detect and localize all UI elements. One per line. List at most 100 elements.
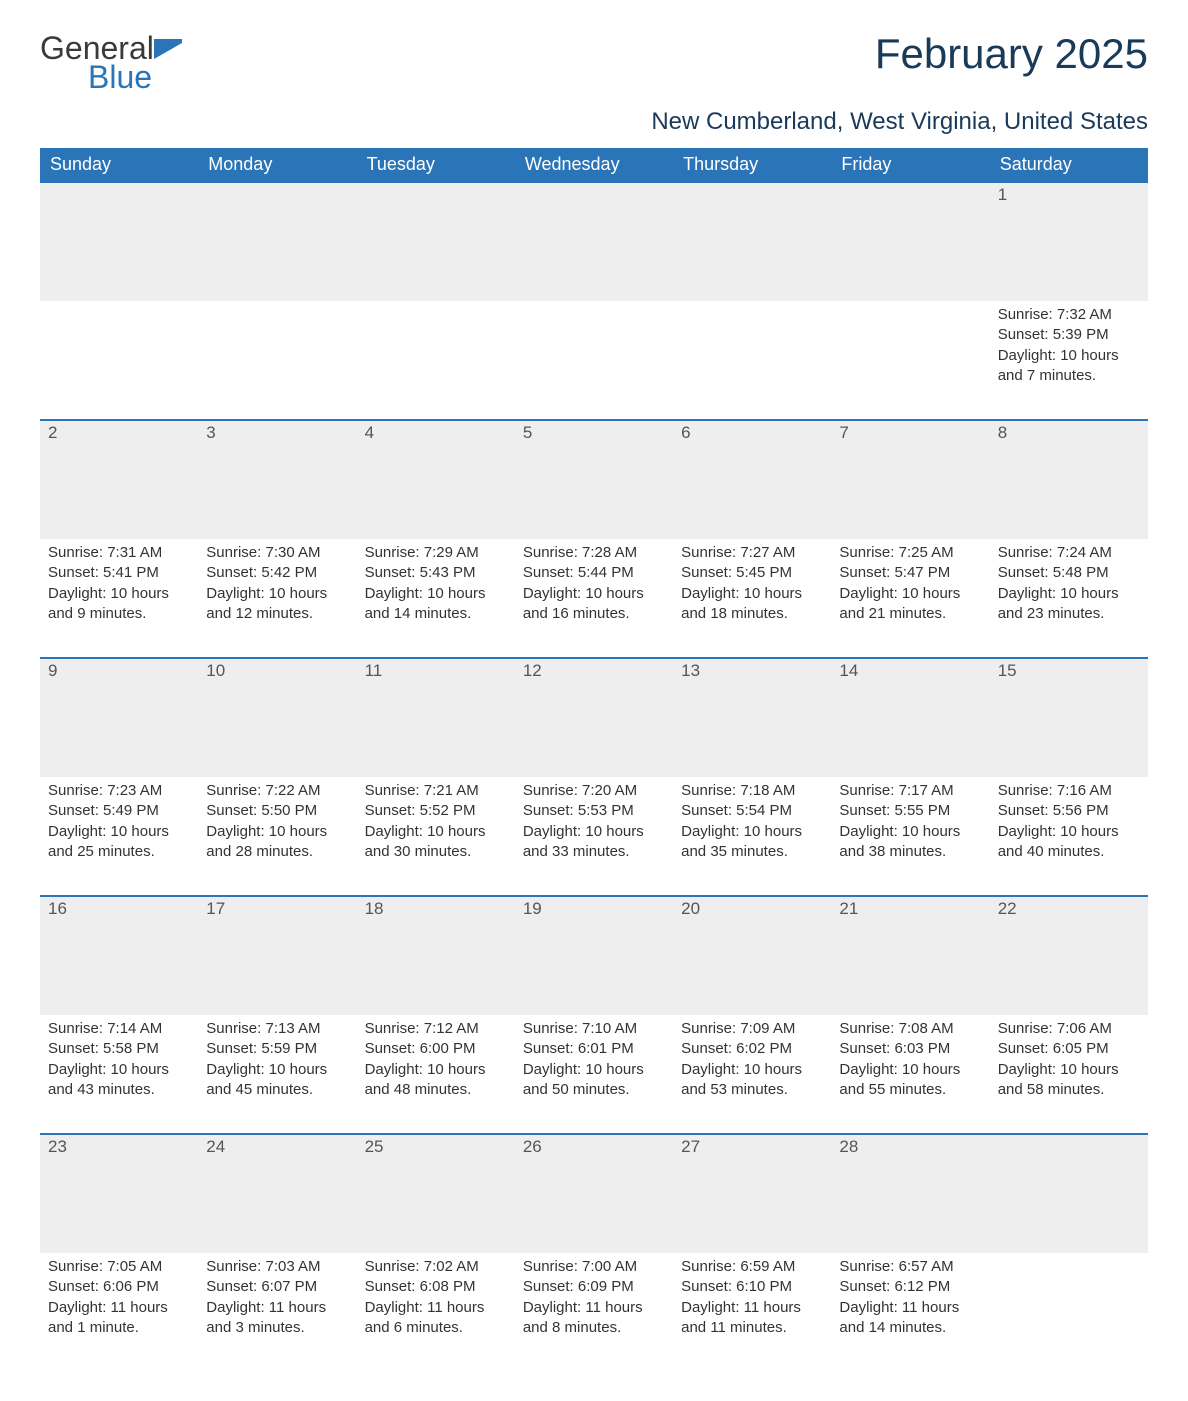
day-number-cell: 22: [990, 896, 1148, 1015]
day-number-cell: 11: [357, 658, 515, 777]
day-number: 7: [831, 421, 989, 445]
day-content: Sunrise: 7:23 AMSunset: 5:49 PMDaylight:…: [40, 777, 198, 874]
weekday-header-row: SundayMondayTuesdayWednesdayThursdayFrid…: [40, 148, 1148, 182]
day-content: Sunrise: 7:30 AMSunset: 5:42 PMDaylight:…: [198, 539, 356, 636]
sunrise-line: Sunrise: 7:00 AM: [523, 1257, 665, 1277]
week-daynum-row: 232425262728: [40, 1134, 1148, 1253]
sunset-line: Sunset: 5:39 PM: [998, 325, 1140, 345]
day-cell: Sunrise: 7:00 AMSunset: 6:09 PMDaylight:…: [515, 1253, 673, 1371]
day-cell: Sunrise: 7:09 AMSunset: 6:02 PMDaylight:…: [673, 1015, 831, 1134]
day-content: Sunrise: 7:20 AMSunset: 5:53 PMDaylight:…: [515, 777, 673, 874]
day-content: Sunrise: 7:03 AMSunset: 6:07 PMDaylight:…: [198, 1253, 356, 1350]
day-cell: Sunrise: 7:31 AMSunset: 5:41 PMDaylight:…: [40, 539, 198, 658]
week-content-row: Sunrise: 7:05 AMSunset: 6:06 PMDaylight:…: [40, 1253, 1148, 1371]
day-number: 10: [198, 659, 356, 683]
day-number-cell: [515, 182, 673, 301]
day-number-cell: 4: [357, 420, 515, 539]
daylight-line: Daylight: 10 hours and 12 minutes.: [206, 584, 348, 625]
day-number-cell: 7: [831, 420, 989, 539]
day-number: [40, 183, 198, 207]
day-number: 2: [40, 421, 198, 445]
day-cell: Sunrise: 7:13 AMSunset: 5:59 PMDaylight:…: [198, 1015, 356, 1134]
sunrise-line: Sunrise: 7:16 AM: [998, 781, 1140, 801]
day-content: Sunrise: 7:28 AMSunset: 5:44 PMDaylight:…: [515, 539, 673, 636]
sunset-line: Sunset: 6:00 PM: [365, 1039, 507, 1059]
day-number-cell: 15: [990, 658, 1148, 777]
day-cell: [990, 1253, 1148, 1371]
day-number: 6: [673, 421, 831, 445]
sunrise-line: Sunrise: 7:13 AM: [206, 1019, 348, 1039]
day-number-cell: 23: [40, 1134, 198, 1253]
day-number: 21: [831, 897, 989, 921]
day-cell: Sunrise: 7:29 AMSunset: 5:43 PMDaylight:…: [357, 539, 515, 658]
day-content: Sunrise: 7:02 AMSunset: 6:08 PMDaylight:…: [357, 1253, 515, 1350]
daylight-line: Daylight: 10 hours and 40 minutes.: [998, 822, 1140, 863]
day-cell: Sunrise: 7:21 AMSunset: 5:52 PMDaylight:…: [357, 777, 515, 896]
day-number: 28: [831, 1135, 989, 1159]
day-number: 17: [198, 897, 356, 921]
day-number: 16: [40, 897, 198, 921]
daylight-line: Daylight: 11 hours and 6 minutes.: [365, 1298, 507, 1339]
sunset-line: Sunset: 5:50 PM: [206, 801, 348, 821]
daylight-line: Daylight: 10 hours and 28 minutes.: [206, 822, 348, 863]
sunrise-line: Sunrise: 7:23 AM: [48, 781, 190, 801]
daylight-line: Daylight: 10 hours and 30 minutes.: [365, 822, 507, 863]
day-content: Sunrise: 7:17 AMSunset: 5:55 PMDaylight:…: [831, 777, 989, 874]
day-content: Sunrise: 7:08 AMSunset: 6:03 PMDaylight:…: [831, 1015, 989, 1112]
day-cell: Sunrise: 7:28 AMSunset: 5:44 PMDaylight:…: [515, 539, 673, 658]
day-number: 22: [990, 897, 1148, 921]
weekday-header: Thursday: [673, 148, 831, 182]
sunrise-line: Sunrise: 7:03 AM: [206, 1257, 348, 1277]
sunset-line: Sunset: 5:43 PM: [365, 563, 507, 583]
day-content: Sunrise: 7:06 AMSunset: 6:05 PMDaylight:…: [990, 1015, 1148, 1112]
day-number: 27: [673, 1135, 831, 1159]
daylight-line: Daylight: 10 hours and 43 minutes.: [48, 1060, 190, 1101]
day-number-cell: 3: [198, 420, 356, 539]
sunset-line: Sunset: 6:01 PM: [523, 1039, 665, 1059]
day-number-cell: [40, 182, 198, 301]
sunrise-line: Sunrise: 7:24 AM: [998, 543, 1140, 563]
day-content: Sunrise: 7:05 AMSunset: 6:06 PMDaylight:…: [40, 1253, 198, 1350]
sunset-line: Sunset: 6:08 PM: [365, 1277, 507, 1297]
day-cell: Sunrise: 7:25 AMSunset: 5:47 PMDaylight:…: [831, 539, 989, 658]
day-number: [357, 183, 515, 207]
day-number: 9: [40, 659, 198, 683]
day-number: 12: [515, 659, 673, 683]
day-number: [198, 183, 356, 207]
sunrise-line: Sunrise: 7:27 AM: [681, 543, 823, 563]
daylight-line: Daylight: 10 hours and 45 minutes.: [206, 1060, 348, 1101]
daylight-line: Daylight: 10 hours and 58 minutes.: [998, 1060, 1140, 1101]
sunset-line: Sunset: 6:10 PM: [681, 1277, 823, 1297]
day-number: 1: [990, 183, 1148, 207]
sunset-line: Sunset: 5:47 PM: [839, 563, 981, 583]
sunrise-line: Sunrise: 7:32 AM: [998, 305, 1140, 325]
week-daynum-row: 16171819202122: [40, 896, 1148, 1015]
day-content: Sunrise: 7:10 AMSunset: 6:01 PMDaylight:…: [515, 1015, 673, 1112]
day-number-cell: 16: [40, 896, 198, 1015]
daylight-line: Daylight: 11 hours and 1 minute.: [48, 1298, 190, 1339]
daylight-line: Daylight: 10 hours and 14 minutes.: [365, 584, 507, 625]
day-number: [990, 1135, 1148, 1159]
daylight-line: Daylight: 10 hours and 38 minutes.: [839, 822, 981, 863]
day-number-cell: 9: [40, 658, 198, 777]
daylight-line: Daylight: 10 hours and 18 minutes.: [681, 584, 823, 625]
sunrise-line: Sunrise: 7:28 AM: [523, 543, 665, 563]
day-number: 4: [357, 421, 515, 445]
sunrise-line: Sunrise: 7:31 AM: [48, 543, 190, 563]
day-number: [673, 183, 831, 207]
day-number: 3: [198, 421, 356, 445]
day-cell: Sunrise: 7:14 AMSunset: 5:58 PMDaylight:…: [40, 1015, 198, 1134]
daylight-line: Daylight: 10 hours and 48 minutes.: [365, 1060, 507, 1101]
day-cell: [515, 301, 673, 420]
daylight-line: Daylight: 11 hours and 11 minutes.: [681, 1298, 823, 1339]
sunset-line: Sunset: 5:48 PM: [998, 563, 1140, 583]
day-content: Sunrise: 7:12 AMSunset: 6:00 PMDaylight:…: [357, 1015, 515, 1112]
sunset-line: Sunset: 6:05 PM: [998, 1039, 1140, 1059]
day-number: 25: [357, 1135, 515, 1159]
sunrise-line: Sunrise: 7:21 AM: [365, 781, 507, 801]
week-daynum-row: 1: [40, 182, 1148, 301]
sunrise-line: Sunrise: 7:08 AM: [839, 1019, 981, 1039]
day-number-cell: 28: [831, 1134, 989, 1253]
week-content-row: Sunrise: 7:32 AMSunset: 5:39 PMDaylight:…: [40, 301, 1148, 420]
daylight-line: Daylight: 10 hours and 23 minutes.: [998, 584, 1140, 625]
